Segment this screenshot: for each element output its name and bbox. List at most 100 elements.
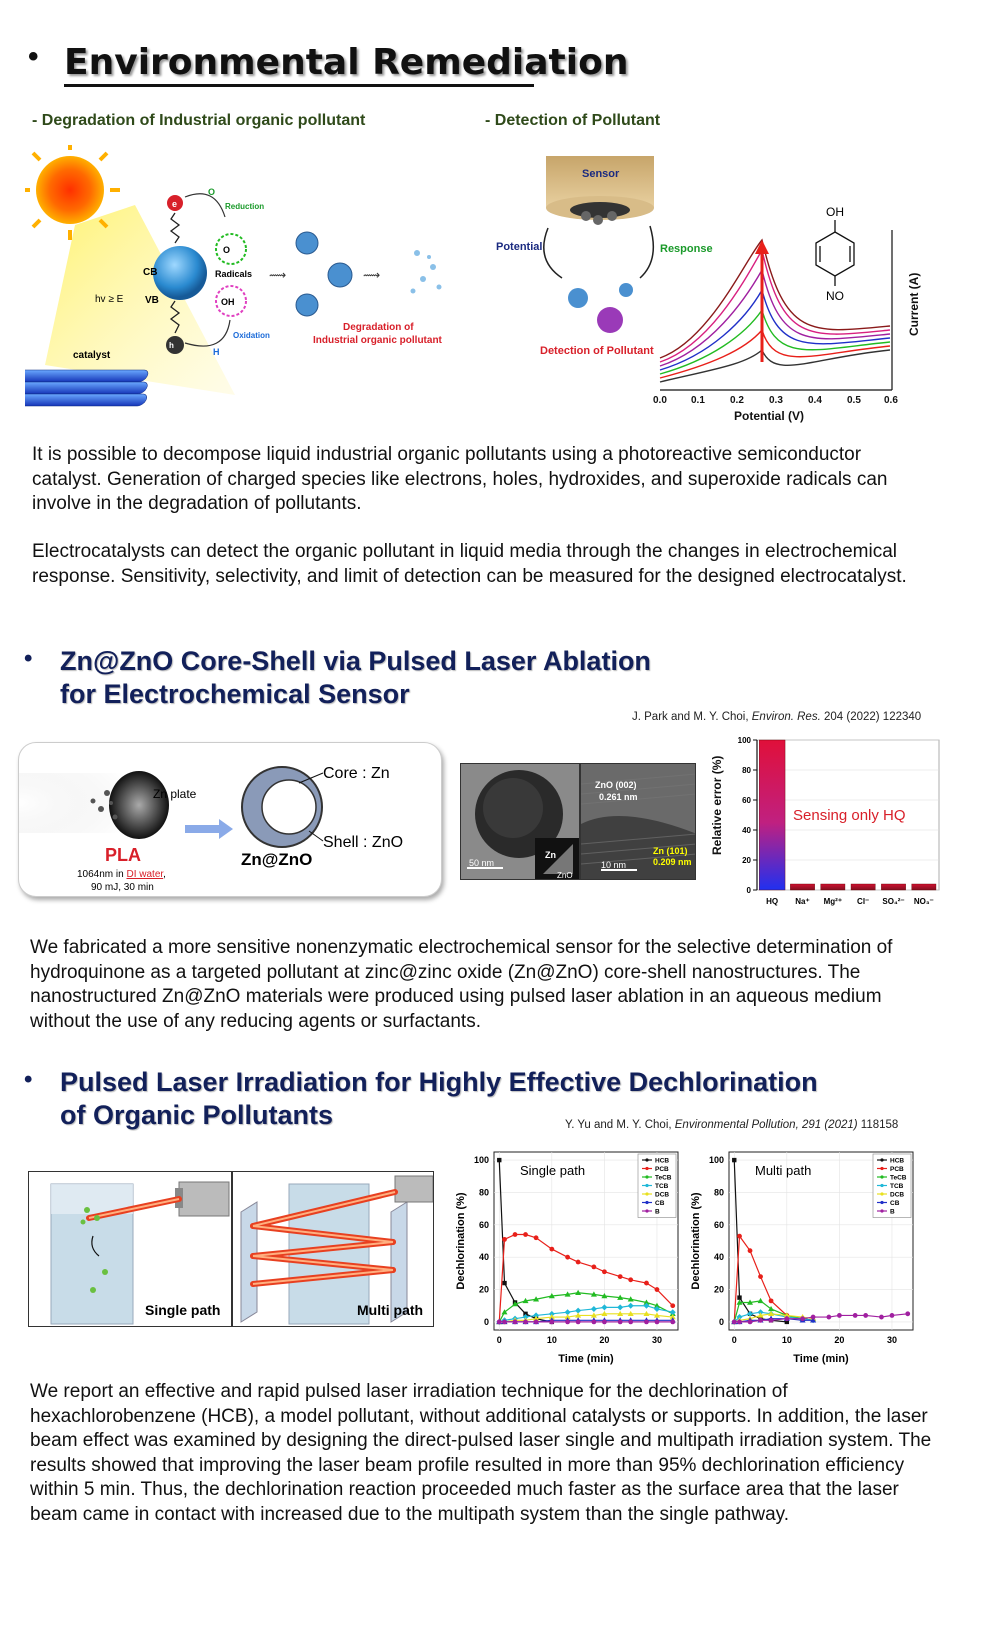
multi-chart-point-TeCB [747, 1299, 754, 1305]
pla-schematic: Zn plate PLA 1064nm in DI water, 90 mJ, … [19, 765, 403, 893]
bullet-3: • [24, 1066, 33, 1093]
svg-text:Sensor: Sensor [582, 168, 620, 180]
multi-chart-series-DCB [734, 1313, 814, 1323]
single-chart-point-DCB [601, 1310, 608, 1317]
single-chart-point-DCB [669, 1314, 676, 1320]
multi-chart-legend-label: CB [890, 1200, 900, 1207]
svg-text:10 nm: 10 nm [601, 860, 626, 870]
single-chart-point-B [502, 1319, 507, 1325]
svg-text:0.3: 0.3 [769, 395, 783, 406]
svg-text:hv ≥ E: hv ≥ E [95, 294, 124, 305]
svg-text:OH: OH [826, 205, 844, 219]
multi-chart-xtick-label: 0 [732, 1335, 737, 1345]
bar-chart-xtick-label: NO₃⁻ [914, 897, 934, 906]
multi-chart-point-DCB [768, 1310, 775, 1317]
multi-chart-legend-label: B [890, 1209, 895, 1216]
single-chart-ytick-label: 0 [484, 1317, 489, 1327]
single-chart-point-TeCB [512, 1301, 519, 1307]
multi-chart-point-TeCB [768, 1305, 775, 1312]
single-chart-point-PCB [591, 1264, 597, 1270]
semiconductor-particle [153, 246, 207, 300]
svg-text:0.2: 0.2 [730, 395, 744, 406]
multi-chart-xtick-label: 10 [782, 1335, 792, 1345]
multi-chart-point-TeCB [757, 1297, 764, 1304]
detection-diagram: Sensor Potential Response Detection of P… [496, 156, 921, 423]
bar-chart-annotation: Sensing only HQ [793, 807, 906, 824]
single-path-panel: Single path [28, 1171, 232, 1327]
single-chart-point-TeCB [617, 1294, 624, 1300]
bar-chart-xtick-label: HQ [766, 897, 778, 906]
single-chart-point-B [533, 1319, 539, 1325]
multi-chart-point-B [826, 1314, 832, 1320]
single-chart-point-B [654, 1319, 660, 1325]
svg-text:PLA: PLA [105, 845, 141, 865]
single-chart-legend-label: CB [655, 1200, 665, 1207]
bar-chart-xtick-label: Mg²⁺ [824, 897, 842, 906]
single-path-label: Single path [145, 1302, 220, 1318]
selectivity-bar-chart: Relative error (%) 0 20 40 60 80 100 HQ Na⁺ Mg²… [710, 736, 940, 906]
multi-chart-point-B [731, 1319, 737, 1325]
multi-chart-ytick-label: 0 [719, 1317, 724, 1327]
multi-chart-point-B [837, 1313, 842, 1318]
svg-text:Industrial organic pollutant: Industrial organic pollutant [313, 335, 443, 346]
single-chart-point-DCB [627, 1310, 634, 1317]
multi-chart-point-B [800, 1316, 805, 1322]
multi-chart-legend-label: HCB [890, 1158, 904, 1165]
svg-text:0.6: 0.6 [884, 395, 898, 406]
svg-text:Core : Zn: Core : Zn [323, 765, 390, 782]
svg-text:Zn (101): Zn (101) [653, 846, 688, 856]
svg-text:0.261 nm: 0.261 nm [599, 792, 638, 802]
section2-paragraph: We fabricated a more sensitive nonenzyma… [30, 937, 893, 1032]
single-chart-legend-marker [645, 1175, 649, 1179]
multi-chart-point-B [747, 1319, 753, 1325]
single-chart-point-B [602, 1319, 607, 1325]
cv-xticks: 0.0 0.1 0.2 0.3 0.4 0.5 0.6 [653, 395, 898, 406]
single-chart-legend-marker [645, 1166, 649, 1171]
single-chart-point-HCB [497, 1157, 502, 1163]
single-chart-point-B [512, 1319, 518, 1325]
single-chart-point-B [591, 1319, 597, 1325]
single-chart-point-B [644, 1319, 649, 1325]
single-chart-xlabel: Time (min) [558, 1353, 614, 1365]
svg-text:O: O [223, 245, 230, 255]
section1-paragraph-2: Electrocatalysts can detect the organic … [32, 541, 907, 587]
multi-chart-ytick-label: 20 [714, 1285, 724, 1295]
pla-schematic-card: Zn plate PLA 1064nm in DI water, 90 mJ, … [18, 742, 442, 897]
svg-text:0.0: 0.0 [653, 395, 667, 406]
multi-chart-point-TCB [757, 1309, 764, 1316]
single-chart-point-TCB [533, 1312, 540, 1319]
single-chart-point-DCB [590, 1312, 597, 1318]
sensor-electrode [546, 156, 654, 225]
multi-chart-point-B [889, 1313, 895, 1318]
single-chart-point-TeCB [533, 1296, 540, 1302]
section3-paragraph: We report an effective and rapid pulsed … [30, 1381, 932, 1525]
multi-chart-title: Multi path [755, 1163, 811, 1178]
single-chart-point-TCB [575, 1307, 582, 1314]
single-chart-legend-label: TeCB [655, 1175, 672, 1182]
single-chart-point-TCB [653, 1305, 660, 1312]
multi-chart-ytick-label: 80 [714, 1187, 724, 1197]
hydroquinone-nitro-molecule [815, 220, 855, 286]
arrow-right-icon [185, 819, 233, 839]
hole-icon [166, 336, 184, 354]
zn-core [261, 779, 317, 835]
svg-text:catalyst: catalyst [73, 350, 111, 361]
multi-chart-ytick-label: 40 [714, 1252, 724, 1262]
tem-image-hrtem: ZnO (002) 0.261 nm Zn (101) 0.209 nm 10 … [580, 763, 696, 880]
svg-text:Oxidation: Oxidation [233, 331, 270, 340]
single-chart-legend-label: HCB [655, 1158, 669, 1165]
multi-chart-legend-marker [880, 1175, 884, 1179]
single-chart-point-PCB [575, 1259, 581, 1265]
bar-chart-ytick-label: 100 [738, 736, 752, 745]
single-chart-legend-marker [645, 1158, 649, 1162]
multi-chart-legend-marker [880, 1192, 884, 1196]
multi-chart-legend-marker [880, 1158, 884, 1162]
bar-chart-xtick-label: Na⁺ [795, 897, 809, 906]
single-chart-legend-marker [645, 1183, 649, 1188]
bar-0 [759, 739, 786, 891]
section3-title-line1: Pulsed Laser Irradiation for Highly Effe… [60, 1067, 818, 1097]
single-chart-series-HCB [498, 1160, 552, 1323]
svg-text:ZnO (002): ZnO (002) [595, 780, 637, 790]
single-chart-legend-label: B [655, 1209, 660, 1216]
svg-text:Zn: Zn [545, 850, 556, 860]
